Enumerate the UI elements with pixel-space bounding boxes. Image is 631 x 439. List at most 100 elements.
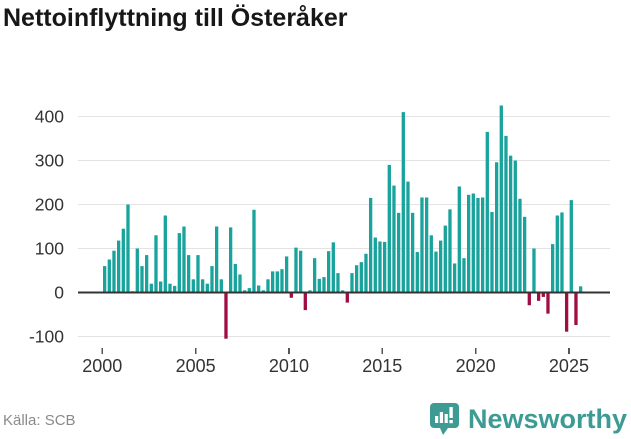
bar [336, 273, 340, 293]
bar [214, 226, 219, 293]
bar [191, 279, 195, 293]
bar [494, 162, 499, 293]
bar [270, 271, 275, 293]
bar [466, 194, 471, 293]
bar [298, 250, 303, 293]
bar-negative [527, 292, 531, 306]
bar [532, 248, 536, 293]
bar-negative [541, 292, 545, 297]
bar-negative [546, 292, 550, 314]
bar [312, 258, 317, 293]
bar [233, 263, 237, 293]
bar [569, 200, 573, 293]
bar [457, 186, 461, 293]
bar [448, 209, 452, 293]
newsworthy-icon [429, 403, 459, 435]
bar [121, 228, 125, 293]
x-tick-label: 2010 [269, 356, 309, 376]
bar [317, 278, 321, 293]
bar [135, 248, 139, 293]
bar [508, 155, 513, 293]
bar [219, 279, 223, 293]
x-tick-label: 2000 [82, 356, 122, 376]
bar [401, 112, 405, 293]
bar [443, 225, 447, 293]
bar [518, 198, 522, 293]
bar [392, 185, 396, 293]
bar [247, 288, 251, 293]
bar [228, 227, 233, 293]
bar [406, 181, 410, 293]
bar [350, 273, 354, 293]
bar [116, 240, 121, 293]
bar [140, 266, 144, 293]
bar [322, 277, 326, 293]
bar-negative [224, 292, 228, 339]
bar [424, 197, 429, 293]
newsworthy-logo: Newsworthy [429, 402, 627, 436]
bar [275, 271, 279, 293]
bar [205, 283, 209, 293]
bar-negative [289, 292, 293, 298]
bar [186, 255, 191, 293]
bar [163, 215, 167, 293]
bar [462, 258, 466, 293]
bar [513, 160, 517, 293]
bar [452, 263, 457, 293]
bar [504, 135, 508, 293]
bar [149, 283, 153, 293]
bar [168, 283, 172, 293]
bar [471, 193, 475, 293]
bar [476, 197, 480, 293]
bar [410, 212, 415, 293]
newsworthy-wordmark: Newsworthy [467, 403, 627, 434]
bar [266, 279, 270, 293]
bar [177, 233, 181, 293]
bar-negative [564, 292, 569, 332]
y-tick-label: 400 [35, 107, 64, 127]
bar [359, 262, 363, 293]
bar [238, 274, 242, 293]
bar [112, 250, 116, 293]
y-tick-label: 0 [54, 283, 64, 303]
bar [415, 252, 419, 293]
bar [578, 286, 583, 293]
bar-negative [536, 292, 541, 301]
bar [354, 265, 359, 293]
bar [560, 212, 564, 293]
bar [364, 253, 368, 293]
bar [172, 285, 177, 293]
bar [331, 242, 335, 293]
bar [200, 279, 205, 293]
bar [107, 259, 111, 293]
bar-negative [574, 292, 578, 326]
bar [210, 266, 214, 293]
bar [368, 197, 373, 293]
chart-title: Nettoinflyttning till Österåker [3, 4, 348, 32]
bar [196, 255, 200, 293]
x-tick-label: 2020 [456, 356, 496, 376]
bar [284, 256, 289, 293]
bar [555, 215, 559, 293]
y-tick-label: 200 [35, 195, 64, 215]
bar [256, 285, 261, 293]
x-tick-label: 2015 [362, 356, 402, 376]
bar [490, 211, 494, 293]
bar [252, 209, 256, 293]
bar [522, 216, 527, 293]
bar [373, 237, 377, 293]
y-tick-label: -100 [29, 327, 64, 347]
bar [485, 131, 489, 293]
bar [438, 240, 443, 293]
bar [480, 197, 485, 293]
bar [126, 204, 130, 293]
bar [550, 244, 555, 293]
bar [182, 226, 186, 293]
bar [103, 266, 107, 293]
bar [144, 255, 149, 293]
x-tick-label: 2005 [176, 356, 216, 376]
y-tick-label: 100 [35, 239, 64, 259]
bar [382, 241, 387, 293]
